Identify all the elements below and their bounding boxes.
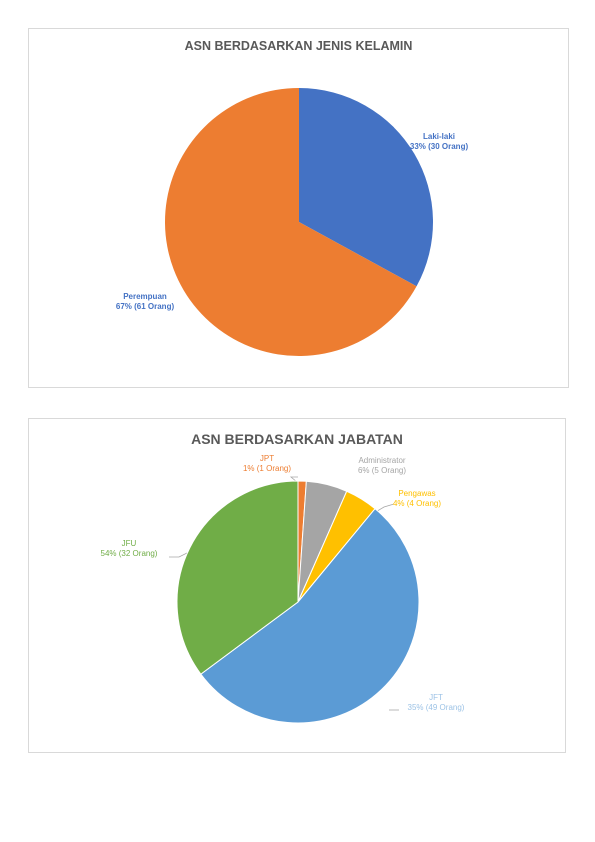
leader-line-jpt (289, 476, 298, 483)
data-label-value: 33% (30 Orang) (410, 142, 469, 151)
data-label-name: Pengawas (398, 489, 435, 498)
chart-position: ASN BERDASARKAN JABATAN JPT 1% (1 Orang) A… (28, 418, 566, 753)
data-label-value: 4% (4 Orang) (393, 499, 441, 508)
data-label-value: 54% (32 Orang) (101, 549, 158, 558)
data-label-name: JFU (122, 539, 137, 548)
chart-title-gender: ASN BERDASARKAN JENIS KELAMIN (184, 39, 413, 53)
data-label-value: 35% (49 Orang) (408, 703, 465, 712)
data-label-value: 67% (61 Orang) (116, 302, 175, 311)
pie-slice-perempuan (165, 88, 417, 356)
data-label-name: JPT (260, 454, 274, 463)
data-label-value: 1% (1 Orang) (243, 464, 291, 473)
data-label-name: Laki-laki (423, 132, 455, 141)
data-label-name: Perempuan (123, 292, 167, 301)
chart-title-position: ASN BERDASARKAN JABATAN (191, 431, 403, 447)
chart-gender: ASN BERDASARKAN JENIS KELAMIN Laki-laki 3… (28, 28, 569, 388)
pie-slice-jfu (176, 480, 299, 675)
data-label-value: 6% (5 Orang) (358, 466, 406, 475)
data-label-name: JFT (429, 693, 443, 702)
data-label-name: Administrator (358, 456, 405, 465)
pie-slice-jft (200, 508, 420, 724)
pie-slice-laki-laki (299, 88, 434, 287)
